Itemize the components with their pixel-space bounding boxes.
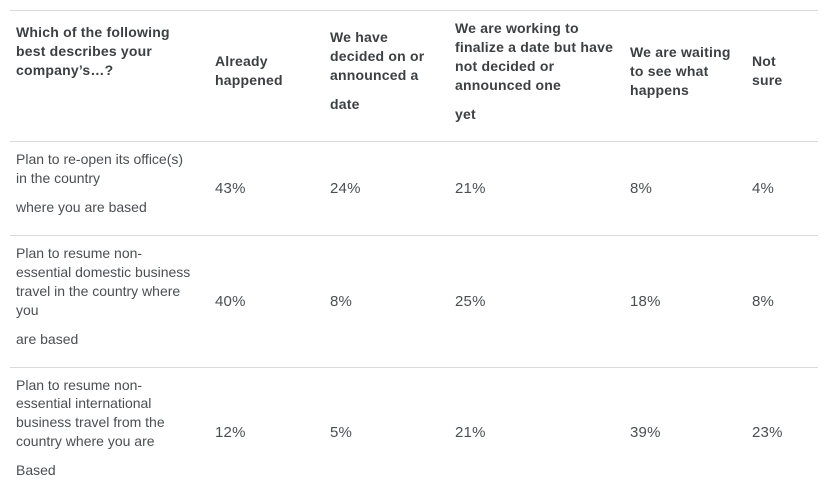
value-cell: 40% [209,235,324,368]
value-cell: 21% [449,367,624,485]
table-row: Plan to re-open its office(s) in the cou… [10,141,818,237]
header-cell-text: Which of the following best describes yo… [16,24,170,78]
header-cell-decided-announced: We have decided on or announced a date [324,10,449,143]
header-cell-not-sure: Not sure [746,10,818,143]
value-cell: 43% [209,141,324,237]
row-label-text: Plan to resume non- essential internatio… [16,376,165,450]
value-cell: 12% [209,367,324,485]
row-label-text: Plan to resume non- essential domestic b… [16,245,191,318]
table-body: Plan to re-open its office(s) in the cou… [10,141,818,485]
value-cell: 8% [746,235,818,368]
value-cell: 39% [624,367,746,485]
table-row: Plan to resume non- essential domestic b… [10,235,818,368]
header-cell-text: We have decided on or announced a [330,29,425,84]
value-cell: 4% [746,141,818,237]
row-label: Plan to re-open its office(s) in the cou… [10,141,209,237]
row-label: Plan to resume non- essential internatio… [10,367,209,485]
table-wrap: Which of the following best describes yo… [10,10,818,485]
row-label-text: Based [16,462,56,479]
header-cell-text: yet [455,105,476,122]
header-cell-waiting-to-see: We are waiting to see what happens [624,10,746,143]
row-label: Plan to resume non- essential domestic b… [10,235,209,368]
header-cell-text: Not sure [752,53,783,89]
header-cell-question: Which of the following best describes yo… [10,10,209,143]
header-cell-text: Already happened [215,53,283,89]
row-label-text: where you are based [16,199,147,216]
value-cell: 5% [324,367,449,485]
survey-table: Which of the following best describes yo… [10,10,818,485]
value-cell: 23% [746,367,818,485]
header-cell-text: We are working to finalize a date but ha… [455,20,614,93]
header-row: Which of the following best describes yo… [10,10,818,143]
header-cell-already-happened: Already happened [209,10,324,143]
row-label-text: Plan to re-open its office(s) in the cou… [16,151,184,187]
header-cell-text: date [330,96,360,113]
row-label-text: are based [16,330,79,347]
table-row: Plan to resume non- essential internatio… [10,367,818,485]
value-cell: 25% [449,235,624,368]
value-cell: 18% [624,235,746,368]
table-head: Which of the following best describes yo… [10,10,818,143]
value-cell: 8% [624,141,746,237]
value-cell: 21% [449,141,624,237]
header-cell-working-to-finalize: We are working to finalize a date but ha… [449,10,624,143]
value-cell: 8% [324,235,449,368]
value-cell: 24% [324,141,449,237]
header-cell-text: We are waiting to see what happens [630,43,731,98]
